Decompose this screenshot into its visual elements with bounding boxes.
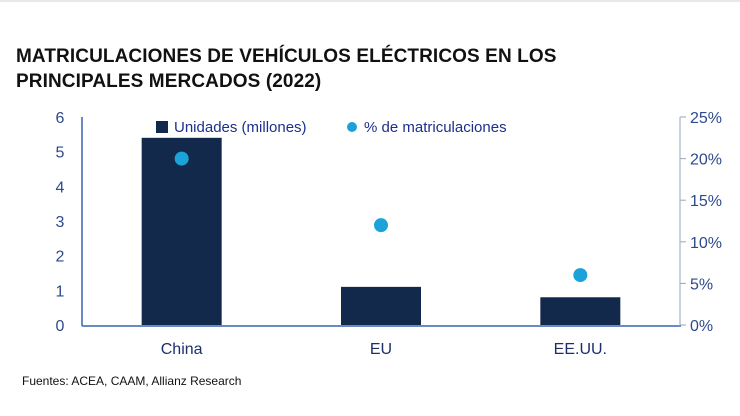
dot-eeuu — [573, 268, 588, 283]
right-tick-label: 15% — [690, 193, 722, 210]
chart-title: MATRICULACIONES DE VEHÍCULOS ELÉCTRICOS … — [16, 44, 557, 94]
title-line-2: PRINCIPALES MERCADOS (2022) — [16, 71, 322, 92]
dot-china — [174, 151, 189, 166]
legend-swatch-dot — [347, 122, 357, 132]
legend: Unidades (millones) % de matriculaciones — [156, 119, 507, 136]
left-tick-label: 1 — [56, 283, 65, 300]
legend-label-dot: % de matriculaciones — [364, 119, 507, 136]
right-tick-label: 25% — [690, 110, 722, 127]
legend-label-bar: Unidades (millones) — [174, 119, 307, 136]
bar-eu — [341, 286, 421, 325]
left-tick-label: 4 — [56, 179, 65, 196]
title-line-1: MATRICULACIONES DE VEHÍCULOS ELÉCTRICOS … — [16, 46, 557, 67]
left-tick-label: 6 — [56, 110, 65, 127]
bar-eeuu — [540, 297, 621, 325]
top-border — [0, 0, 740, 2]
right-tick-label: 10% — [690, 235, 722, 252]
bar-china — [141, 137, 222, 325]
category-label: EU — [370, 341, 392, 358]
source-note: Fuentes: ACEA, CAAM, Allianz Research — [22, 374, 242, 388]
left-tick-label: 3 — [56, 214, 65, 231]
category-label: China — [161, 341, 203, 358]
left-tick-label: 0 — [56, 318, 65, 335]
right-tick-label: 0% — [690, 318, 713, 335]
right-tick-label: 20% — [690, 152, 722, 169]
left-tick-label: 2 — [56, 249, 65, 266]
category-label: EE.UU. — [554, 341, 607, 358]
right-tick-label: 5% — [690, 276, 713, 293]
dot-eu — [374, 218, 388, 233]
legend-swatch-bar — [156, 121, 168, 133]
left-tick-label: 5 — [56, 145, 65, 162]
